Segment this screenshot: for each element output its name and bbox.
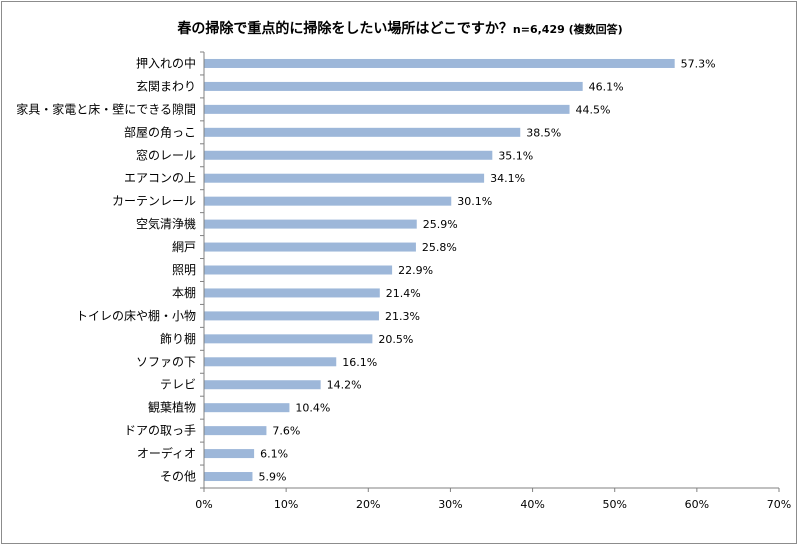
value-label: 20.5% bbox=[378, 333, 413, 346]
category-label: カーテンレール bbox=[112, 194, 196, 208]
x-tick-label: 30% bbox=[438, 498, 462, 511]
bar bbox=[204, 449, 255, 459]
value-label: 35.1% bbox=[498, 149, 533, 162]
bar bbox=[204, 196, 452, 206]
bar bbox=[204, 265, 393, 275]
value-label: 6.1% bbox=[260, 448, 288, 461]
value-label: 7.6% bbox=[272, 425, 300, 438]
category-label: その他 bbox=[160, 470, 196, 484]
value-label: 44.5% bbox=[576, 103, 611, 116]
bar bbox=[204, 104, 570, 114]
bar bbox=[204, 81, 583, 91]
category-label: 家具・家電と床・壁にできる隙間 bbox=[16, 101, 196, 116]
category-label: オーディオ bbox=[137, 446, 196, 461]
category-label: 本棚 bbox=[172, 285, 196, 300]
category-label: 窓のレール bbox=[136, 147, 196, 162]
chart-title-text: 春の掃除で重点的に掃除をしたい場所はどこですか？ bbox=[177, 21, 513, 37]
value-label: 57.3% bbox=[681, 57, 716, 70]
value-label: 38.5% bbox=[526, 126, 561, 139]
bar bbox=[204, 173, 485, 183]
category-label: 玄関まわり bbox=[136, 78, 196, 93]
chart-subtitle: n=6,429 (複数回答) bbox=[512, 23, 623, 36]
bar bbox=[204, 403, 290, 413]
category-label: ドアの取っ手 bbox=[124, 424, 196, 438]
bar bbox=[204, 288, 380, 298]
x-tick-label: 20% bbox=[356, 498, 380, 511]
bar bbox=[204, 127, 521, 137]
category-label: 空気清浄機 bbox=[136, 216, 196, 231]
x-tick-label: 40% bbox=[520, 498, 544, 511]
bar bbox=[204, 334, 373, 344]
x-tick-label: 0% bbox=[195, 498, 212, 511]
category-label: 部屋の角っこ bbox=[124, 124, 196, 139]
category-label: 照明 bbox=[172, 263, 196, 277]
x-tick-label: 10% bbox=[274, 498, 298, 511]
category-label: 網戸 bbox=[172, 240, 196, 254]
bar bbox=[204, 150, 493, 160]
value-label: 10.4% bbox=[295, 402, 330, 415]
value-label: 46.1% bbox=[589, 80, 624, 93]
value-label: 25.8% bbox=[422, 241, 457, 254]
value-label: 34.1% bbox=[490, 172, 525, 185]
value-label: 25.9% bbox=[423, 218, 458, 231]
value-label: 22.9% bbox=[398, 264, 433, 277]
category-label: 押入れの中 bbox=[136, 55, 196, 70]
value-label: 14.2% bbox=[327, 379, 362, 392]
category-label: ソファの下 bbox=[136, 355, 196, 369]
x-tick-label: 70% bbox=[767, 498, 791, 511]
chart-title: 春の掃除で重点的に掃除をしたい場所はどこですか？n=6,429 (複数回答) bbox=[0, 18, 800, 38]
x-tick-label: 60% bbox=[685, 498, 709, 511]
value-label: 16.1% bbox=[342, 356, 377, 369]
bar bbox=[204, 380, 321, 390]
category-label: テレビ bbox=[160, 378, 196, 392]
bar bbox=[204, 219, 417, 229]
bar bbox=[204, 472, 253, 482]
bar bbox=[204, 242, 416, 252]
value-label: 5.9% bbox=[258, 471, 286, 484]
category-label: トイレの床や棚・小物 bbox=[76, 308, 196, 323]
bar bbox=[204, 58, 675, 68]
bar bbox=[204, 357, 337, 367]
category-label: 飾り棚 bbox=[160, 331, 196, 346]
bar bbox=[204, 426, 267, 436]
value-label: 21.4% bbox=[386, 287, 421, 300]
bar bbox=[204, 311, 379, 321]
category-label: 観葉植物 bbox=[148, 400, 196, 415]
x-tick-label: 50% bbox=[602, 498, 626, 511]
value-label: 21.3% bbox=[385, 310, 420, 323]
value-label: 30.1% bbox=[457, 195, 492, 208]
category-label: エアコンの上 bbox=[124, 171, 196, 185]
